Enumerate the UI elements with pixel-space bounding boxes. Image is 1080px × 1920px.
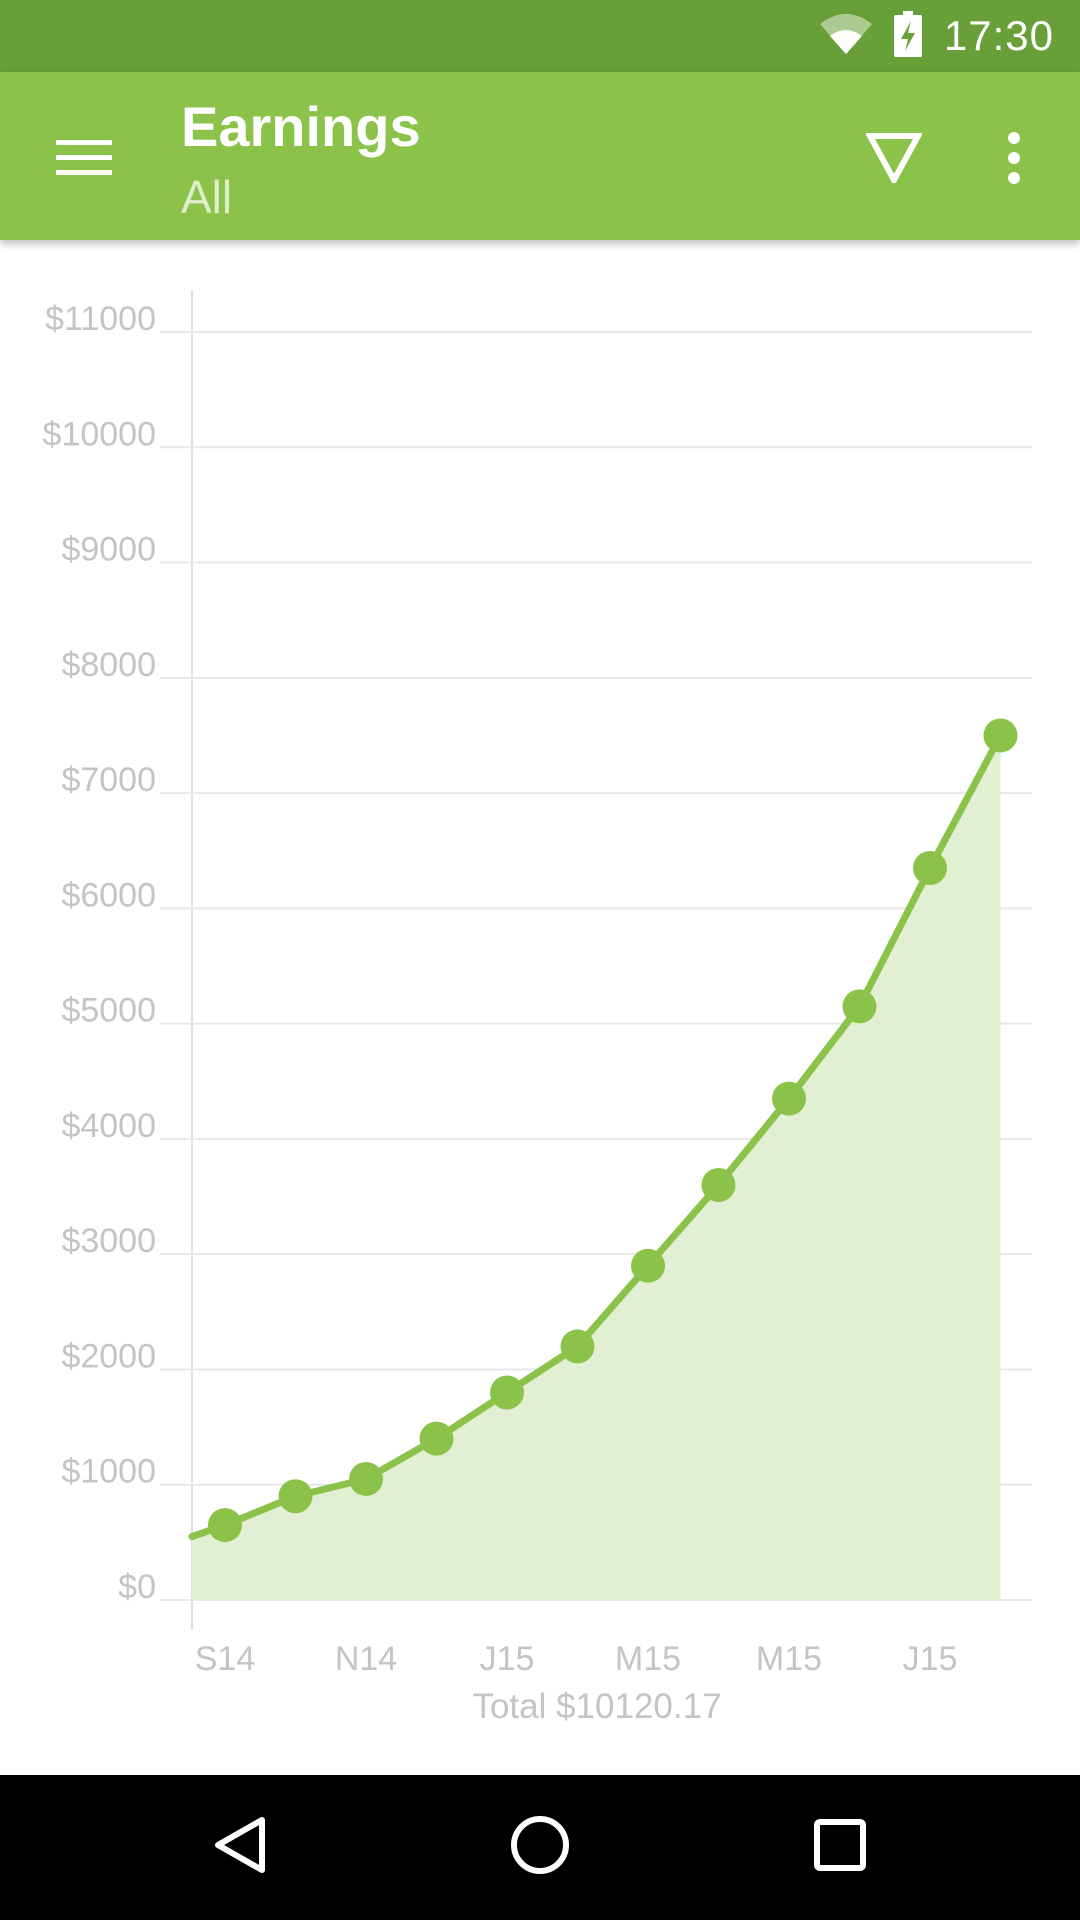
home-icon xyxy=(510,1815,570,1880)
data-point xyxy=(772,1081,806,1116)
y-tick-label: $2000 xyxy=(61,1337,156,1375)
menu-icon xyxy=(56,138,112,183)
x-tick-label: S14 xyxy=(195,1640,256,1678)
navigation-bar xyxy=(0,1775,1080,1920)
x-tick-label: N14 xyxy=(335,1640,397,1678)
status-bar: 17:30 xyxy=(0,0,1080,72)
back-icon xyxy=(212,1816,268,1879)
filter-icon xyxy=(864,132,924,188)
y-tick-label: $9000 xyxy=(61,531,156,569)
data-point xyxy=(631,1248,665,1283)
data-point xyxy=(983,718,1018,753)
recents-button[interactable] xyxy=(780,1797,900,1897)
battery-charging-icon xyxy=(893,10,922,62)
y-tick-label: $7000 xyxy=(61,761,156,799)
y-tick-label: $3000 xyxy=(61,1222,156,1260)
menu-button[interactable] xyxy=(40,116,128,204)
data-point xyxy=(278,1479,313,1514)
data-point xyxy=(208,1508,242,1543)
data-point xyxy=(842,989,877,1024)
y-tick-label: $6000 xyxy=(61,876,156,914)
status-time: 17:30 xyxy=(943,12,1054,59)
data-point xyxy=(349,1461,383,1496)
y-tick-label: $10000 xyxy=(43,415,156,453)
y-tick-label: $11000 xyxy=(45,300,156,338)
page-subtitle[interactable]: All xyxy=(181,171,233,223)
data-point xyxy=(419,1421,454,1456)
chart-svg: $0 $1000 $2000 $3000 $4000 $5000 $6000 $7000 $80… xyxy=(43,290,1032,1726)
y-tick-label: $0 xyxy=(118,1568,156,1606)
x-tick-label: J15 xyxy=(903,1640,958,1678)
data-point xyxy=(701,1168,736,1203)
data-point xyxy=(560,1329,595,1364)
wifi-icon xyxy=(819,13,872,59)
page-title: Earnings xyxy=(181,95,421,158)
series-area-fill xyxy=(192,735,1001,1600)
app-bar: Earnings All xyxy=(0,72,1080,240)
y-tick-label: $8000 xyxy=(61,646,156,684)
x-tick-label: J15 xyxy=(480,1640,535,1678)
more-vert-icon xyxy=(1006,131,1022,189)
x-tick-label: M15 xyxy=(615,1640,681,1678)
filter-button[interactable] xyxy=(850,116,938,204)
home-button[interactable] xyxy=(480,1797,600,1897)
y-tick-label: $4000 xyxy=(61,1107,156,1145)
y-tick-label: $1000 xyxy=(61,1453,156,1491)
chart-total-label: Total $10120.17 xyxy=(472,1687,721,1726)
recents-icon xyxy=(814,1818,866,1876)
earnings-chart: $0 $1000 $2000 $3000 $4000 $5000 $6000 $7000 $80… xyxy=(0,240,1080,1775)
data-point xyxy=(913,851,947,886)
x-tick-label: M15 xyxy=(756,1640,822,1678)
data-point xyxy=(490,1375,524,1410)
y-tick-label: $5000 xyxy=(61,992,156,1030)
overflow-menu-button[interactable] xyxy=(970,116,1058,204)
back-button[interactable] xyxy=(180,1797,300,1897)
